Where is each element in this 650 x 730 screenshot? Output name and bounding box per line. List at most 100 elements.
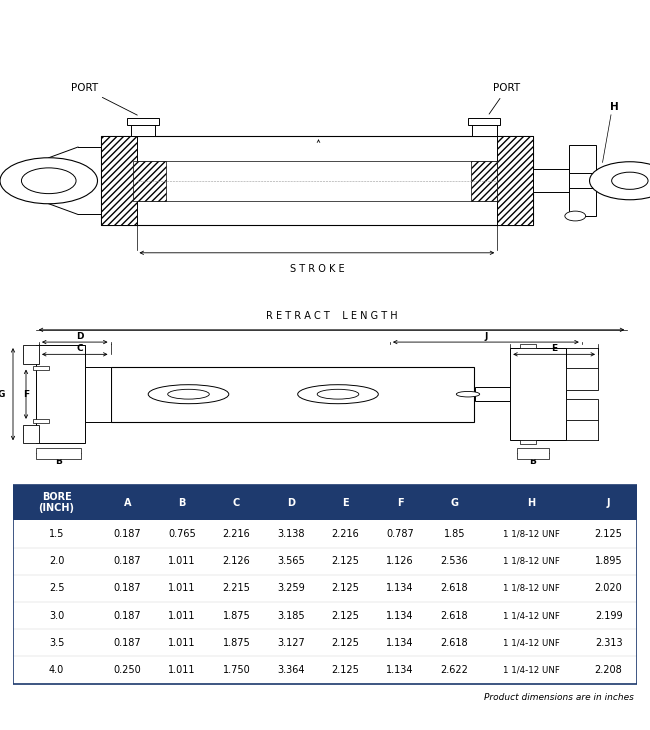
Text: 2.125: 2.125 — [332, 638, 359, 648]
Text: 2.216: 2.216 — [332, 529, 359, 539]
Text: 3.138: 3.138 — [277, 529, 305, 539]
Bar — [520, 440, 536, 444]
Text: 1.134: 1.134 — [386, 638, 413, 648]
Text: E: E — [342, 498, 349, 508]
Circle shape — [590, 162, 650, 200]
Text: 1.011: 1.011 — [168, 638, 196, 648]
Text: 2.125: 2.125 — [332, 610, 359, 620]
Bar — [497, 137, 533, 225]
Circle shape — [612, 172, 648, 189]
Text: 2.215: 2.215 — [222, 583, 250, 593]
Text: 1.85: 1.85 — [444, 529, 465, 539]
Text: 2.618: 2.618 — [441, 638, 468, 648]
Bar — [517, 448, 549, 458]
Text: H: H — [527, 498, 535, 508]
Text: 1 1/8-12 UNF: 1 1/8-12 UNF — [502, 557, 560, 566]
Circle shape — [0, 158, 98, 204]
Circle shape — [148, 385, 229, 404]
Text: 0.787: 0.787 — [386, 529, 414, 539]
Bar — [136, 161, 497, 201]
Text: 1 1/4-12 UNF: 1 1/4-12 UNF — [502, 638, 560, 648]
Text: 1.875: 1.875 — [222, 638, 250, 648]
Text: 2.622: 2.622 — [441, 665, 469, 675]
Text: 2.020: 2.020 — [595, 583, 623, 593]
Text: 1.134: 1.134 — [386, 610, 413, 620]
Text: 2.126: 2.126 — [222, 556, 250, 566]
Text: 1 1/4-12 UNF: 1 1/4-12 UNF — [502, 611, 560, 620]
Bar — [23, 425, 39, 443]
Bar — [13, 485, 637, 684]
Text: G: G — [450, 498, 458, 508]
Circle shape — [21, 168, 76, 193]
Text: 1.134: 1.134 — [386, 583, 413, 593]
Text: 1.011: 1.011 — [168, 556, 196, 566]
Text: C: C — [76, 344, 83, 353]
Text: 1 1/4-12 UNF: 1 1/4-12 UNF — [502, 666, 560, 675]
Text: 2.125: 2.125 — [595, 529, 623, 539]
Text: S T R O K E: S T R O K E — [289, 264, 344, 274]
Text: 2.208: 2.208 — [595, 665, 623, 675]
Bar — [101, 137, 533, 225]
Bar — [127, 118, 159, 125]
Text: 0.765: 0.765 — [168, 529, 196, 539]
Bar — [133, 161, 166, 201]
Text: 0.187: 0.187 — [114, 556, 141, 566]
Text: F: F — [396, 498, 403, 508]
Bar — [32, 419, 49, 423]
Circle shape — [298, 385, 378, 404]
Text: 3.364: 3.364 — [277, 665, 305, 675]
Text: 1.126: 1.126 — [386, 556, 414, 566]
Text: 3.0: 3.0 — [49, 610, 64, 620]
Text: 2.125: 2.125 — [332, 583, 359, 593]
Text: 2.199: 2.199 — [595, 610, 623, 620]
Bar — [472, 125, 497, 137]
Text: B: B — [530, 457, 536, 466]
Bar — [566, 399, 598, 420]
Text: 2.618: 2.618 — [441, 583, 468, 593]
Circle shape — [456, 391, 480, 397]
Text: 2.125: 2.125 — [332, 665, 359, 675]
Text: Product dimensions are in inches: Product dimensions are in inches — [484, 694, 634, 702]
Text: 2.618: 2.618 — [441, 610, 468, 620]
Text: C: C — [233, 498, 240, 508]
Text: 1.875: 1.875 — [222, 610, 250, 620]
Bar — [566, 368, 598, 390]
Text: 1.011: 1.011 — [168, 610, 196, 620]
Text: 3.565: 3.565 — [277, 556, 305, 566]
Text: 0.187: 0.187 — [114, 610, 141, 620]
Text: 4.0: 4.0 — [49, 665, 64, 675]
Bar — [533, 169, 569, 193]
Text: 2.5: 2.5 — [49, 583, 64, 593]
Text: 1.5: 1.5 — [49, 529, 64, 539]
Text: 2.536: 2.536 — [441, 556, 469, 566]
Text: 2.125: 2.125 — [332, 556, 359, 566]
Text: PORT: PORT — [489, 83, 521, 114]
Circle shape — [317, 389, 359, 399]
Text: 1.134: 1.134 — [386, 665, 413, 675]
Bar — [471, 161, 497, 201]
Text: 0.187: 0.187 — [114, 583, 141, 593]
Text: G: G — [0, 390, 5, 399]
Text: 1.895: 1.895 — [595, 556, 623, 566]
Text: 3.259: 3.259 — [277, 583, 305, 593]
Bar — [520, 345, 536, 348]
Text: R E T R A C T    L E N G T H: R E T R A C T L E N G T H — [266, 312, 397, 321]
Text: J: J — [607, 498, 610, 508]
Text: 1 1/8-12 UNF: 1 1/8-12 UNF — [502, 529, 560, 539]
Text: D: D — [287, 498, 295, 508]
Bar — [13, 485, 637, 520]
Text: PORT: PORT — [71, 83, 137, 115]
Text: 1.011: 1.011 — [168, 583, 196, 593]
Bar — [101, 137, 136, 225]
Text: BORE
(INCH): BORE (INCH) — [38, 493, 75, 513]
Text: D: D — [76, 331, 83, 340]
Bar — [569, 145, 596, 173]
Text: 0.250: 0.250 — [114, 665, 141, 675]
Text: 3.5: 3.5 — [49, 638, 64, 648]
Text: 2.313: 2.313 — [595, 638, 623, 648]
Text: 0.187: 0.187 — [114, 638, 141, 648]
Bar — [32, 366, 49, 369]
Bar — [510, 348, 566, 440]
Text: 0.187: 0.187 — [114, 529, 141, 539]
Text: 2.216: 2.216 — [222, 529, 250, 539]
